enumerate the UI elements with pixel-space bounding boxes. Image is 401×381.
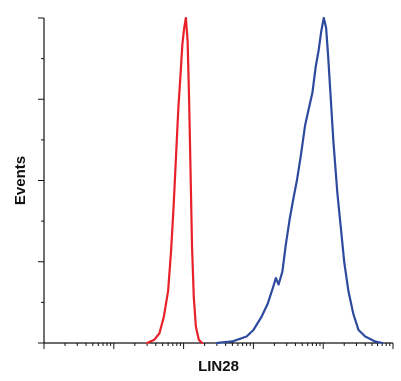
histogram-series-2-line xyxy=(215,16,384,345)
y-axis-ticks xyxy=(38,17,44,344)
histogram-series xyxy=(146,16,384,345)
y-axis-title: Events xyxy=(12,156,29,205)
x-axis-title: LIN28 xyxy=(198,358,239,375)
x-axis-ticks xyxy=(43,343,394,349)
axes xyxy=(38,17,394,349)
histogram-series-1-line xyxy=(146,16,204,345)
